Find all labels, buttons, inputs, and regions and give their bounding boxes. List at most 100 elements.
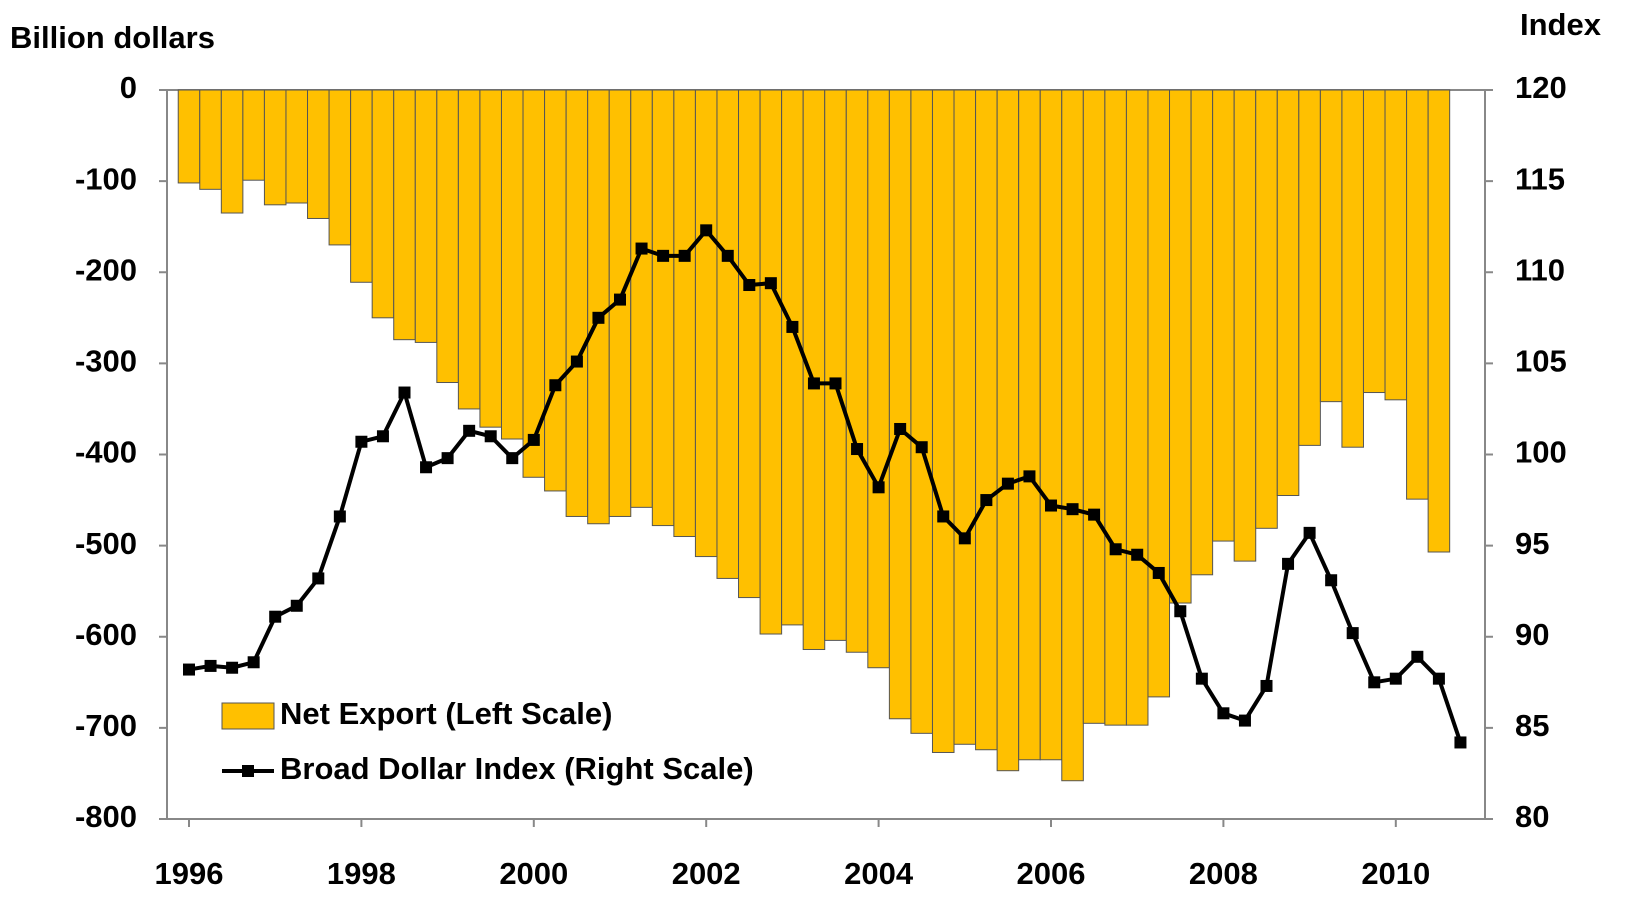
x-tick-label: 2004 <box>844 856 914 891</box>
bar <box>759 89 783 635</box>
y-tick-label: 0 <box>120 70 137 105</box>
bar <box>199 89 222 190</box>
legend-swatch <box>221 702 275 730</box>
y-tick-label: -300 <box>75 344 137 379</box>
marker <box>851 443 864 456</box>
marker <box>1454 736 1467 749</box>
bar <box>953 89 977 745</box>
x-tick-label: 1996 <box>155 856 224 891</box>
bar <box>1147 89 1171 698</box>
bar <box>1384 89 1408 401</box>
marker <box>721 249 734 262</box>
marker <box>614 293 626 306</box>
x-tick-label: 2006 <box>1017 856 1086 891</box>
marker <box>1023 470 1036 483</box>
marker <box>312 572 325 585</box>
marker <box>398 386 411 399</box>
bar <box>1212 89 1235 542</box>
y-tick-label: -400 <box>75 435 137 470</box>
bar <box>1255 89 1278 529</box>
marker <box>1238 714 1251 727</box>
bar <box>630 89 653 508</box>
marker <box>657 249 670 262</box>
legend-label: Broad Dollar Index (Right Scale) <box>280 751 754 786</box>
marker <box>678 249 691 262</box>
y-tick-label: -800 <box>75 799 137 834</box>
bar <box>436 89 459 384</box>
marker <box>958 532 971 545</box>
bar <box>996 89 1020 772</box>
marker <box>441 452 454 465</box>
x-tick-label: 2010 <box>1361 856 1430 891</box>
bar <box>371 89 395 319</box>
marker <box>1368 676 1381 689</box>
marker <box>894 422 907 435</box>
marker <box>635 242 648 255</box>
bar <box>1427 89 1451 553</box>
bar <box>1104 89 1127 726</box>
bar <box>263 89 287 206</box>
marker <box>1174 605 1187 618</box>
bar <box>1039 89 1063 761</box>
bar <box>975 89 998 751</box>
marker <box>700 224 713 237</box>
marker <box>247 656 260 669</box>
bar <box>738 89 761 599</box>
y2-tick-label: 120 <box>1515 70 1567 105</box>
y2-tick-label: 105 <box>1515 344 1567 379</box>
x-tick-label: 2002 <box>672 856 741 891</box>
marker <box>1432 672 1445 685</box>
marker <box>484 430 497 443</box>
bar <box>1233 89 1257 562</box>
y-tick-label: -700 <box>75 708 137 743</box>
bar <box>888 89 912 720</box>
marker <box>527 433 540 446</box>
bar <box>1298 89 1321 446</box>
legend-marker <box>242 765 254 777</box>
bar <box>673 89 696 538</box>
marker <box>355 435 368 448</box>
bar <box>457 89 481 410</box>
bar <box>328 89 352 246</box>
bar <box>1082 89 1106 724</box>
marker <box>1045 499 1057 512</box>
bar <box>1190 89 1214 576</box>
bar <box>350 89 373 283</box>
y2-tick-label: 115 <box>1515 161 1565 196</box>
marker <box>1389 672 1402 685</box>
bar <box>716 89 740 579</box>
marker <box>1411 650 1424 663</box>
marker <box>1109 543 1122 556</box>
marker <box>269 610 282 623</box>
bar <box>479 89 502 428</box>
bar <box>544 89 567 492</box>
bar <box>307 89 330 219</box>
marker <box>872 481 885 494</box>
bar <box>177 89 201 184</box>
bar <box>1341 89 1364 448</box>
marker <box>1282 557 1295 570</box>
marker <box>786 320 799 333</box>
marker <box>1066 503 1079 516</box>
bar <box>1169 89 1192 604</box>
marker <box>1217 707 1230 720</box>
marker <box>333 510 346 523</box>
marker <box>226 661 239 674</box>
marker <box>506 452 519 465</box>
bar <box>285 89 309 204</box>
bar <box>931 89 955 753</box>
y-axis-title: Billion dollars <box>10 20 215 55</box>
bar <box>910 89 933 734</box>
marker <box>1001 477 1014 490</box>
marker <box>570 355 583 368</box>
marker <box>204 659 217 672</box>
x-tick-label: 1998 <box>327 856 396 891</box>
marker <box>420 461 433 474</box>
marker <box>1260 679 1273 692</box>
marker <box>937 510 950 523</box>
y2-tick-label: 80 <box>1515 799 1549 834</box>
marker <box>807 377 820 390</box>
marker <box>1303 526 1316 539</box>
marker <box>915 441 928 454</box>
